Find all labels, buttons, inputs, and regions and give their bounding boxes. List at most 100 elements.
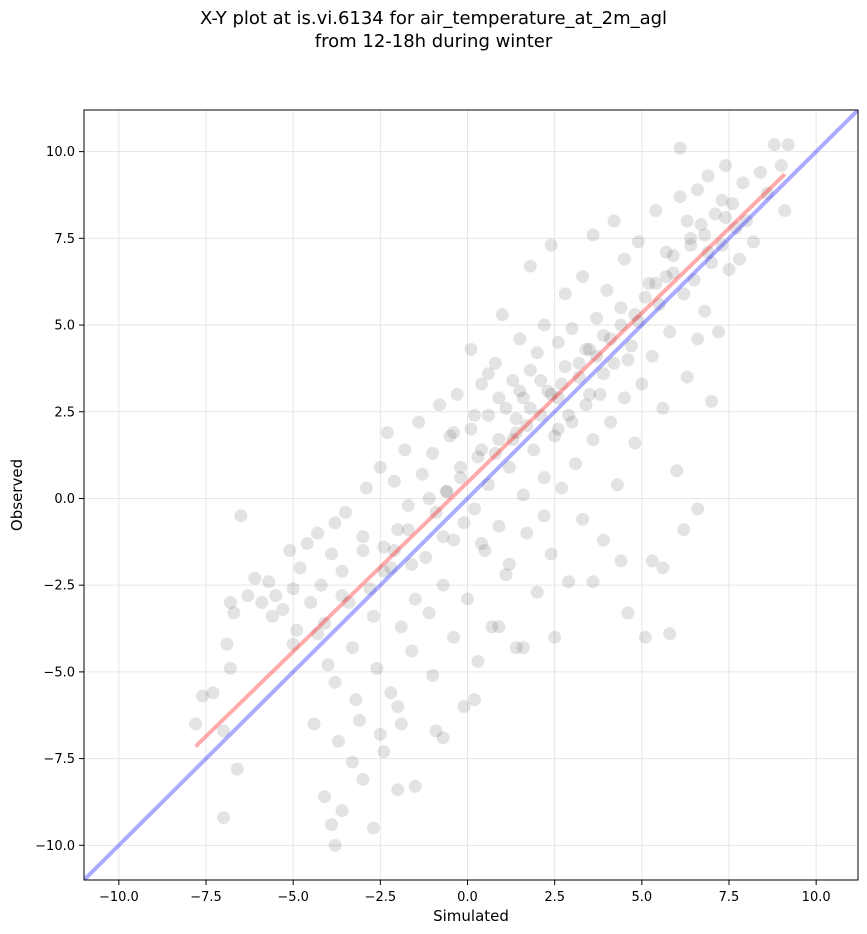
data-point bbox=[387, 474, 401, 488]
data-point bbox=[234, 509, 248, 523]
data-point bbox=[328, 675, 342, 689]
data-point bbox=[576, 512, 590, 526]
data-point bbox=[579, 342, 593, 356]
data-point bbox=[736, 176, 750, 190]
data-point bbox=[530, 585, 544, 599]
data-point bbox=[649, 204, 663, 218]
data-point bbox=[544, 387, 558, 401]
data-point bbox=[286, 582, 300, 596]
data-point bbox=[304, 596, 318, 610]
data-point bbox=[405, 557, 419, 571]
data-point bbox=[506, 374, 520, 388]
data-point bbox=[283, 543, 297, 557]
data-point bbox=[342, 596, 356, 610]
data-point bbox=[377, 745, 391, 759]
data-point bbox=[467, 408, 481, 422]
data-point bbox=[325, 547, 339, 561]
grid-lines bbox=[84, 110, 858, 880]
data-point bbox=[464, 422, 478, 436]
data-point bbox=[415, 467, 429, 481]
data-point bbox=[474, 377, 488, 391]
data-point bbox=[502, 557, 516, 571]
x-tick-label: −7.5 bbox=[190, 890, 222, 905]
data-point bbox=[408, 779, 422, 793]
data-point bbox=[196, 689, 210, 703]
data-point bbox=[492, 391, 506, 405]
data-point bbox=[391, 783, 405, 797]
data-point bbox=[380, 426, 394, 440]
data-point bbox=[691, 183, 705, 197]
data-point bbox=[286, 637, 300, 651]
data-point bbox=[569, 457, 583, 471]
data-point bbox=[593, 387, 607, 401]
data-point bbox=[262, 575, 276, 589]
data-point bbox=[614, 301, 628, 315]
data-point bbox=[684, 231, 698, 245]
data-point bbox=[659, 269, 673, 283]
data-point bbox=[457, 516, 471, 530]
data-point bbox=[509, 426, 523, 440]
data-point bbox=[520, 526, 534, 540]
data-point bbox=[523, 259, 537, 273]
data-point bbox=[659, 245, 673, 259]
data-point bbox=[345, 641, 359, 655]
data-point bbox=[551, 422, 565, 436]
data-point bbox=[537, 318, 551, 332]
data-point bbox=[398, 443, 412, 457]
data-point bbox=[478, 543, 492, 557]
data-point bbox=[216, 811, 230, 825]
data-point bbox=[429, 505, 443, 519]
data-point bbox=[443, 429, 457, 443]
data-point bbox=[255, 596, 269, 610]
data-point bbox=[481, 408, 495, 422]
data-point bbox=[440, 485, 454, 499]
data-point bbox=[436, 578, 450, 592]
data-point bbox=[359, 481, 373, 495]
data-point bbox=[576, 269, 590, 283]
data-point bbox=[293, 561, 307, 575]
data-point bbox=[230, 762, 244, 776]
data-point bbox=[276, 602, 290, 616]
x-tick-label: 10.0 bbox=[802, 890, 831, 905]
data-point bbox=[652, 297, 666, 311]
x-axis-ticks: −10.0 −7.5 −5.0 −2.5 0.0 2.5 5.0 7.5 10.0 bbox=[99, 880, 831, 905]
y-tick-label: 5.0 bbox=[54, 319, 75, 334]
data-point bbox=[631, 315, 645, 329]
data-point bbox=[774, 158, 788, 172]
data-point bbox=[461, 592, 475, 606]
data-point bbox=[725, 197, 739, 211]
data-point bbox=[474, 443, 488, 457]
x-tick-label: 2.5 bbox=[544, 890, 565, 905]
data-point bbox=[241, 589, 255, 603]
data-point bbox=[464, 342, 478, 356]
data-point bbox=[523, 401, 537, 415]
data-point bbox=[481, 367, 495, 381]
data-point bbox=[499, 568, 513, 582]
data-point bbox=[666, 249, 680, 263]
y-tick-label: −2.5 bbox=[43, 579, 75, 594]
data-point bbox=[586, 433, 600, 447]
data-point bbox=[422, 606, 436, 620]
x-tick-label: −10.0 bbox=[99, 890, 139, 905]
data-point bbox=[548, 630, 562, 644]
data-point bbox=[719, 211, 733, 225]
data-point bbox=[705, 394, 719, 408]
data-point bbox=[656, 561, 670, 575]
data-point bbox=[635, 377, 649, 391]
data-point bbox=[269, 589, 283, 603]
data-point bbox=[624, 339, 638, 353]
data-point bbox=[544, 238, 558, 252]
data-point bbox=[603, 415, 617, 429]
data-point bbox=[370, 661, 384, 675]
regression-line bbox=[194, 172, 787, 748]
data-point bbox=[311, 526, 325, 540]
data-point bbox=[223, 661, 237, 675]
data-point bbox=[527, 443, 541, 457]
data-point bbox=[471, 654, 485, 668]
x-tick-label: 7.5 bbox=[719, 890, 740, 905]
data-point bbox=[509, 641, 523, 655]
data-point bbox=[332, 734, 346, 748]
data-point bbox=[318, 790, 332, 804]
y-tick-label: 7.5 bbox=[54, 232, 75, 247]
